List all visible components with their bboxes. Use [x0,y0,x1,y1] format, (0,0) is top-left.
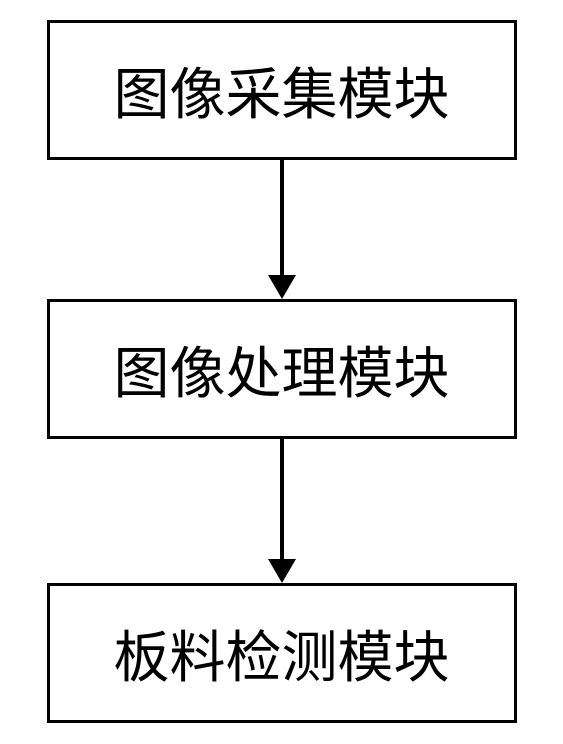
flowchart-arrow-2 [268,439,296,583]
arrow-head-icon [268,275,296,299]
flowchart-container: 图像采集模块 图像处理模块 板料检测模块 [47,20,517,723]
arrow-line [280,439,284,559]
arrow-line [280,160,284,275]
node-label: 图像处理模块 [114,329,450,410]
flowchart-node-2: 图像处理模块 [47,299,517,439]
flowchart-node-1: 图像采集模块 [47,20,517,160]
flowchart-arrow-1 [268,160,296,299]
node-label: 板料检测模块 [114,613,450,694]
node-label: 图像采集模块 [114,50,450,131]
flowchart-node-3: 板料检测模块 [47,583,517,723]
arrow-head-icon [268,559,296,583]
